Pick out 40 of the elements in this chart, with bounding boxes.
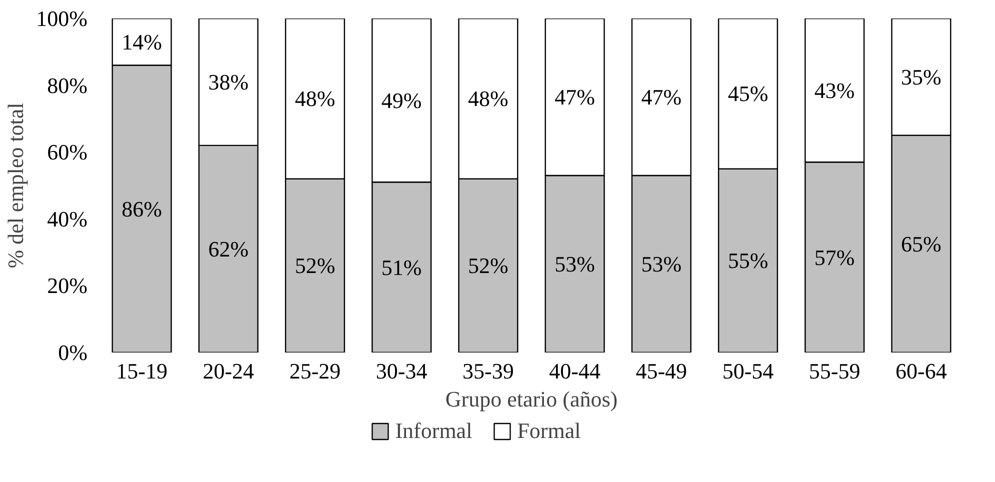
data-label: 38%	[208, 69, 249, 94]
y-tick-label: 20%	[47, 273, 88, 298]
data-label: 48%	[294, 86, 336, 112]
y-axis-title: % del empleo total	[3, 102, 28, 268]
x-tick-label: 20-24	[202, 358, 254, 384]
legend-label: Informal	[395, 418, 472, 444]
y-tick-label: 0%	[58, 340, 88, 365]
data-label: 52%	[468, 253, 508, 278]
y-tick-label: 80%	[47, 72, 88, 98]
data-label: 43%	[814, 78, 855, 103]
x-tick-label: 45-49	[636, 358, 688, 384]
data-label: 47%	[554, 84, 595, 110]
data-label: 57%	[814, 244, 855, 270]
x-tick-label: 40-44	[549, 358, 600, 384]
legend-label: Formal	[517, 418, 581, 444]
x-tick-label: 15-19	[116, 358, 168, 384]
y-tick-label: 60%	[47, 140, 88, 165]
x-tick-label: 50-54	[722, 358, 774, 384]
data-label: 47%	[641, 84, 682, 110]
x-tick-label: 60-64	[896, 358, 947, 384]
data-label: 53%	[641, 251, 682, 276]
data-label: 14%	[122, 29, 162, 54]
x-axis-title: Grupo etario (años)	[445, 386, 618, 412]
data-label: 45%	[728, 81, 768, 106]
data-label: 86%	[122, 196, 162, 222]
data-label: 65%	[901, 231, 942, 256]
data-label: 52%	[294, 253, 336, 278]
data-label: 53%	[554, 251, 595, 276]
x-tick-label: 35-39	[462, 358, 514, 384]
data-label: 48%	[468, 86, 508, 112]
data-label: 49%	[381, 88, 422, 113]
data-label: 62%	[208, 236, 249, 262]
y-tick-label: 40%	[47, 206, 88, 232]
data-label: 55%	[728, 248, 768, 274]
data-label: 51%	[381, 254, 422, 280]
y-tick-label: 100%	[36, 6, 88, 31]
x-tick-label: 30-34	[376, 358, 428, 384]
x-tick-label: 55-59	[808, 358, 860, 384]
x-tick-label: 25-29	[289, 358, 341, 384]
data-label: 35%	[901, 64, 942, 90]
